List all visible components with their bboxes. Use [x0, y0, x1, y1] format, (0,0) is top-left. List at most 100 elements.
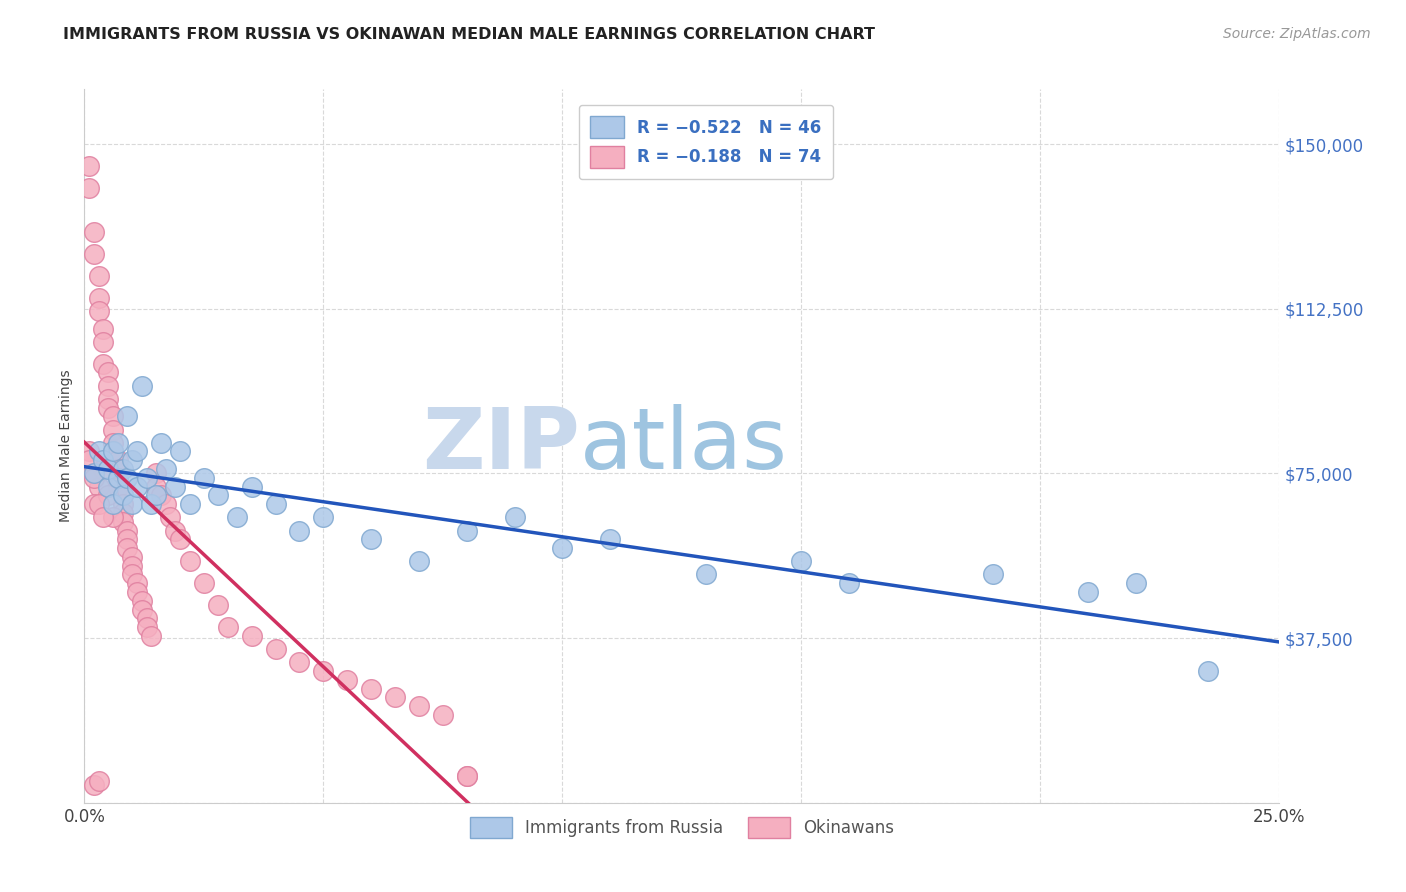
Point [226, 510, 249, 524]
Point [125, 444, 148, 458]
Point [169, 533, 191, 547]
Point [97, 378, 120, 392]
Point [165, 480, 187, 494]
Point [217, 620, 239, 634]
Point [101, 435, 124, 450]
Point [456, 769, 478, 783]
Point [93, 357, 115, 371]
Point [101, 444, 124, 458]
Point [408, 554, 430, 568]
Point [125, 576, 148, 591]
Point [101, 497, 124, 511]
Point [384, 690, 406, 705]
Point [87, 304, 110, 318]
Point [360, 533, 382, 547]
Point [101, 510, 124, 524]
Point [83, 471, 105, 485]
Point [93, 334, 115, 349]
Point [125, 585, 148, 599]
Legend: Immigrants from Russia, Okinawans: Immigrants from Russia, Okinawans [463, 811, 901, 845]
Point [135, 611, 157, 625]
Point [790, 554, 813, 568]
Point [695, 567, 717, 582]
Point [101, 409, 124, 424]
Point [83, 467, 105, 481]
Point [408, 699, 430, 714]
Point [155, 462, 177, 476]
Point [551, 541, 574, 555]
Point [145, 467, 167, 481]
Point [207, 598, 229, 612]
Point [125, 480, 148, 494]
Point [121, 558, 143, 573]
Point [97, 392, 120, 406]
Point [117, 541, 139, 555]
Text: Source: ZipAtlas.com: Source: ZipAtlas.com [1223, 27, 1371, 41]
Point [193, 576, 215, 591]
Point [165, 524, 187, 538]
Point [159, 510, 181, 524]
Point [312, 664, 335, 678]
Point [193, 471, 215, 485]
Point [93, 321, 115, 335]
Point [179, 497, 201, 511]
Point [83, 247, 105, 261]
Point [121, 567, 143, 582]
Point [77, 444, 100, 458]
Point [131, 378, 153, 392]
Point [503, 510, 526, 524]
Point [169, 444, 191, 458]
Point [145, 480, 167, 494]
Point [111, 497, 134, 511]
Point [111, 488, 134, 502]
Point [83, 497, 105, 511]
Point [149, 435, 172, 450]
Point [312, 510, 335, 524]
Point [107, 462, 129, 476]
Point [121, 497, 143, 511]
Point [141, 497, 163, 511]
Point [117, 524, 139, 538]
Point [117, 471, 139, 485]
Point [83, 467, 105, 481]
Point [141, 629, 163, 643]
Point [264, 642, 287, 657]
Text: ZIP: ZIP [423, 404, 581, 488]
Point [1077, 585, 1099, 599]
Point [97, 401, 120, 415]
Point [97, 366, 120, 380]
Point [240, 629, 263, 643]
Point [77, 453, 100, 467]
Point [87, 444, 110, 458]
Point [599, 533, 621, 547]
Point [838, 576, 860, 591]
Point [111, 506, 134, 520]
Point [101, 444, 124, 458]
Point [111, 488, 134, 502]
Point [97, 462, 120, 476]
Point [135, 620, 157, 634]
Point [456, 524, 478, 538]
Point [93, 510, 115, 524]
Point [111, 515, 134, 529]
Point [155, 497, 177, 511]
Point [107, 471, 129, 485]
Y-axis label: Median Male Earnings: Median Male Earnings [59, 369, 73, 523]
Point [240, 480, 263, 494]
Point [456, 769, 478, 783]
Point [207, 488, 229, 502]
Point [87, 773, 110, 788]
Point [83, 778, 105, 792]
Point [87, 291, 110, 305]
Point [981, 567, 1004, 582]
Point [77, 181, 100, 195]
Point [264, 497, 287, 511]
Point [179, 554, 201, 568]
Point [87, 268, 110, 283]
Point [131, 602, 153, 616]
Point [1125, 576, 1147, 591]
Point [432, 708, 454, 723]
Point [145, 488, 167, 502]
Point [111, 462, 134, 476]
Point [97, 480, 120, 494]
